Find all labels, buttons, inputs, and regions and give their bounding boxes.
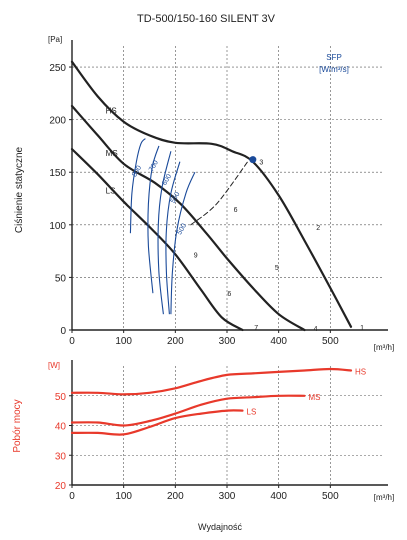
pressure-x-unit: [m³/h] [374, 343, 394, 352]
power-y-tick: 20 [55, 481, 67, 492]
power-y-tick: 30 [55, 451, 67, 462]
pressure-y-unit: [Pa] [48, 35, 62, 44]
sfp-label-550: 550 [170, 191, 182, 205]
power-y-label: Pobór mocy [12, 399, 23, 452]
sfp-label-600: 600 [161, 173, 173, 187]
pressure-x-tick: 300 [219, 336, 236, 347]
pressure-series-dashed [190, 161, 249, 226]
pressure-series-ls [70, 148, 244, 332]
power-x-label: Wydajność [198, 522, 242, 532]
point-label-9: 9 [194, 252, 198, 259]
power-chart: 0 100 200 300 400 500 20 30 40 50 HS MS LS [55, 360, 388, 502]
point-label-3: 3 [259, 160, 263, 167]
sfp-curve-550 [165, 161, 181, 315]
pressure-chart: 0 100 200 300 400 500 0 50 100 150 200 250 HS MS LS 800… [49, 40, 388, 347]
point-label-2: 2 [316, 225, 320, 232]
pressure-y-tick: 100 [49, 221, 66, 232]
pressure-series-hs [70, 60, 353, 328]
point-label-6: 6 [227, 291, 231, 298]
pressure-y-tick: 50 [55, 273, 67, 284]
point-label-7: 7 [254, 325, 258, 332]
point-label-4: 4 [314, 326, 318, 333]
power-y-tick: 40 [55, 422, 67, 433]
pressure-y-tick: 250 [49, 63, 66, 74]
sfp-curve-800 [129, 138, 146, 234]
pressure-x-tick: 400 [270, 336, 287, 347]
power-y-unit: [W] [48, 361, 60, 370]
pressure-y-tick: 0 [60, 326, 66, 337]
power-x-tick: 500 [322, 491, 339, 502]
power-series-label-ls: LS [247, 408, 257, 417]
sfp-curve-700 [147, 145, 160, 294]
pressure-series-label-ls: LS [106, 187, 116, 196]
sfp-curve-600 [157, 151, 172, 315]
pressure-y-tick: 200 [49, 116, 66, 127]
power-series-label-hs: HS [355, 367, 366, 376]
power-x-tick: 200 [167, 491, 184, 502]
power-x-tick: 400 [270, 491, 287, 502]
power-x-tick: 100 [115, 491, 132, 502]
power-series-ls [70, 409, 244, 436]
pressure-series-label-hs: HS [106, 107, 117, 116]
power-x-tick: 0 [69, 491, 75, 502]
sfp-unit: [W/m³/s] [319, 65, 349, 74]
chart-title: TD-500/150-160 SILENT 3V [137, 13, 276, 25]
point-label-1: 1 [360, 325, 364, 332]
sfp-title: SFP [326, 53, 342, 62]
power-x-unit: [m³/h] [374, 493, 394, 502]
power-y-tick: 50 [55, 392, 67, 403]
pressure-x-tick: 500 [322, 336, 339, 347]
point-label-6: 6 [234, 207, 238, 214]
power-x-tick: 300 [219, 491, 236, 502]
operating-point [249, 156, 257, 164]
pressure-x-tick: 100 [115, 336, 132, 347]
power-series-hs [70, 367, 353, 396]
sfp-label-700: 700 [148, 159, 160, 173]
point-label-5: 5 [275, 265, 279, 272]
sfp-label-500: 500 [176, 222, 188, 236]
pressure-y-tick: 150 [49, 168, 66, 179]
pressure-series-label-ms: MS [106, 149, 118, 158]
sfp-label-800: 800 [131, 165, 143, 179]
sfp-curve-500 [170, 171, 196, 315]
power-series-label-ms: MS [309, 393, 321, 402]
pressure-x-tick: 200 [167, 336, 184, 347]
pressure-x-tick: 0 [69, 336, 75, 347]
pressure-y-label: Ciśnienie statyczne [14, 146, 25, 233]
power-series-ms [70, 394, 306, 427]
pressure-series-ms [70, 104, 306, 332]
